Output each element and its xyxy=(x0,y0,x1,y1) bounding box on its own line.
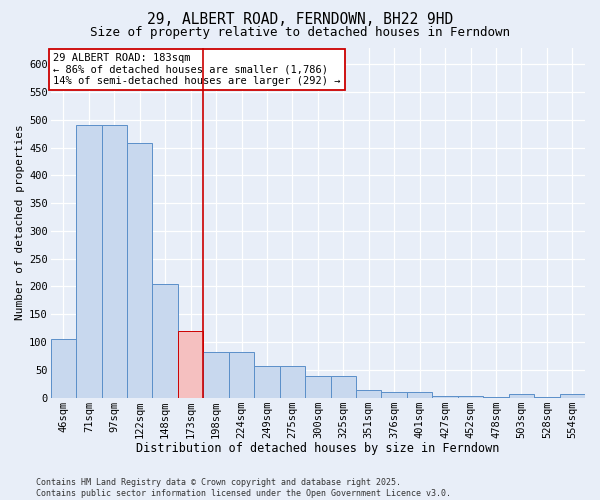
Text: 29 ALBERT ROAD: 183sqm
← 86% of detached houses are smaller (1,786)
14% of semi-: 29 ALBERT ROAD: 183sqm ← 86% of detached… xyxy=(53,53,341,86)
Bar xyxy=(50,339,76,398)
Bar xyxy=(76,126,101,398)
Bar xyxy=(483,397,509,398)
Bar xyxy=(356,390,382,398)
Bar xyxy=(280,366,305,398)
Bar xyxy=(433,396,458,398)
Bar xyxy=(331,376,356,398)
Bar xyxy=(229,352,254,398)
Bar xyxy=(203,352,229,398)
Bar xyxy=(254,366,280,398)
Bar xyxy=(178,331,203,398)
Bar xyxy=(534,397,560,398)
Bar xyxy=(407,392,433,398)
Bar xyxy=(382,392,407,398)
Bar xyxy=(101,126,127,398)
Bar xyxy=(127,143,152,398)
Bar xyxy=(560,394,585,398)
Text: Size of property relative to detached houses in Ferndown: Size of property relative to detached ho… xyxy=(90,26,510,39)
Text: Contains HM Land Registry data © Crown copyright and database right 2025.
Contai: Contains HM Land Registry data © Crown c… xyxy=(36,478,451,498)
Bar xyxy=(305,376,331,398)
X-axis label: Distribution of detached houses by size in Ferndown: Distribution of detached houses by size … xyxy=(136,442,500,455)
Bar xyxy=(458,396,483,398)
Bar xyxy=(509,394,534,398)
Bar xyxy=(152,284,178,398)
Text: 29, ALBERT ROAD, FERNDOWN, BH22 9HD: 29, ALBERT ROAD, FERNDOWN, BH22 9HD xyxy=(147,12,453,28)
Y-axis label: Number of detached properties: Number of detached properties xyxy=(15,124,25,320)
